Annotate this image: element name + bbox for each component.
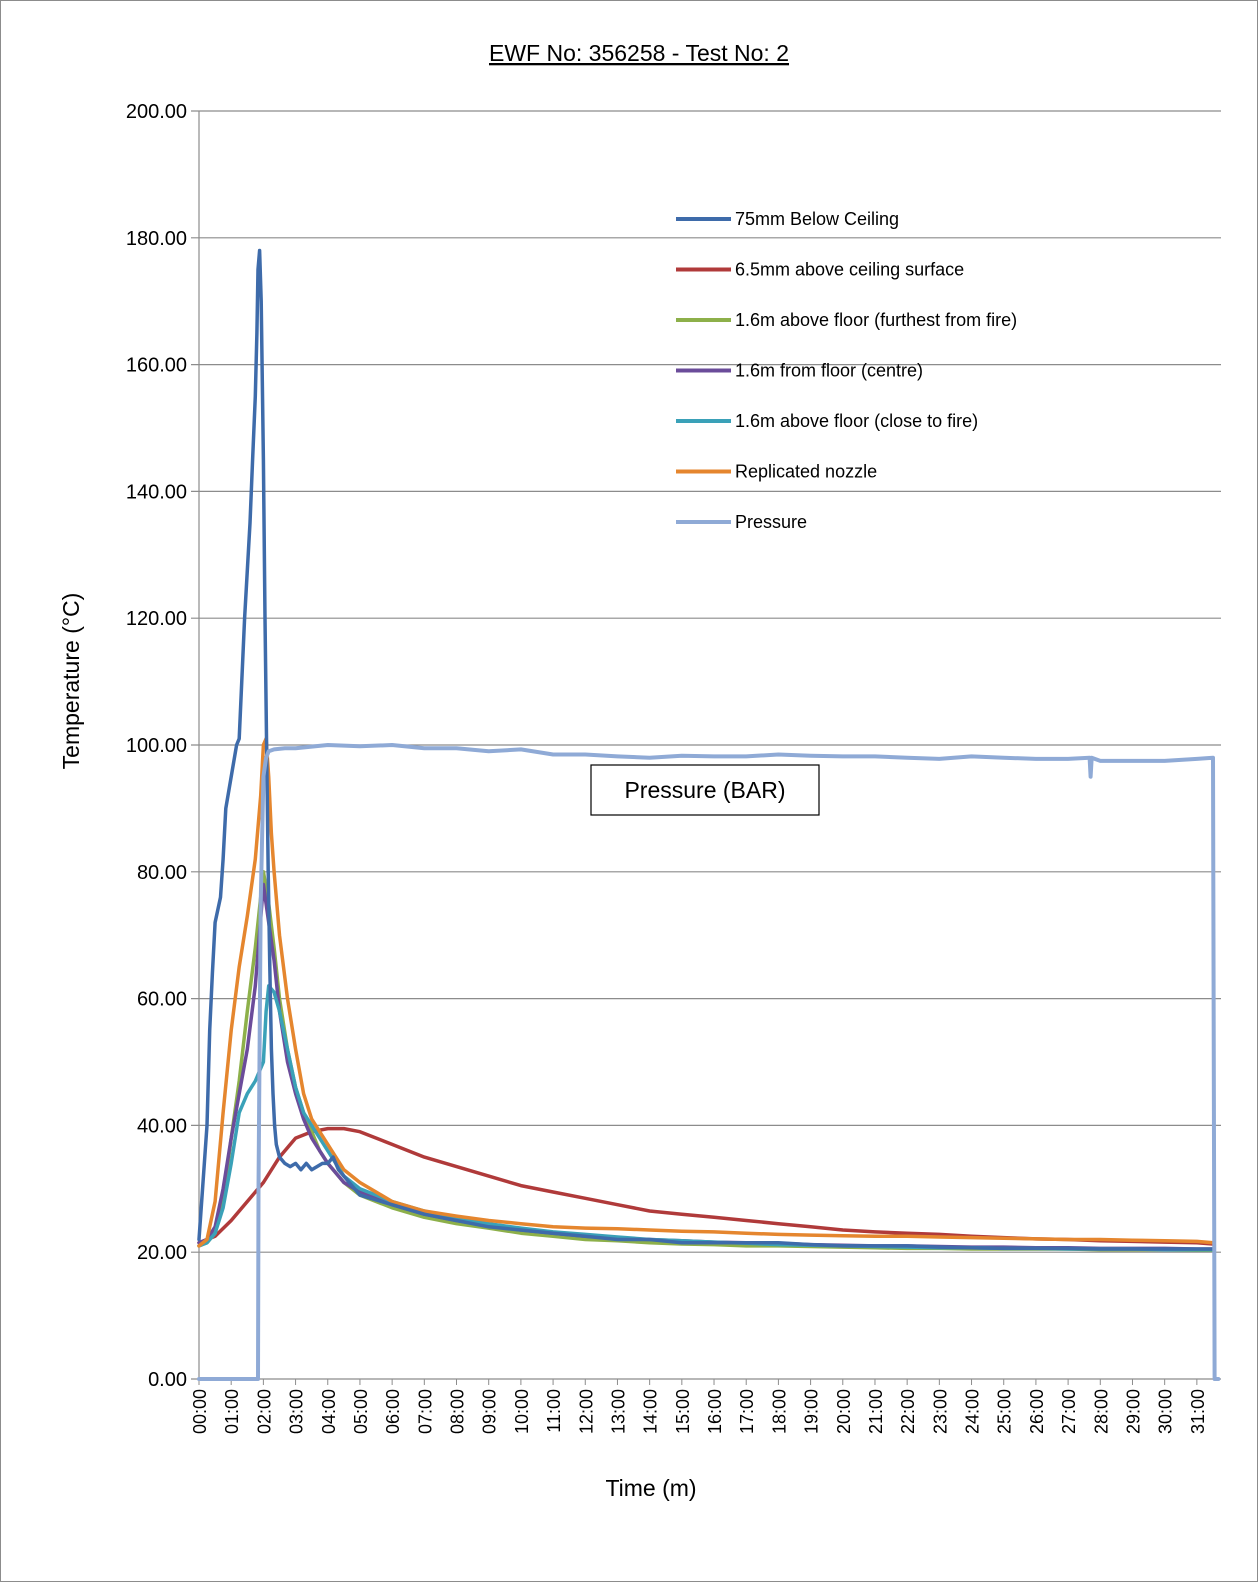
x-tick-label: 09:00 [480,1389,500,1434]
y-axis-label: Temperature (°C) [58,593,84,770]
x-tick-label: 20:00 [834,1389,854,1434]
x-tick-label: 05:00 [351,1389,371,1434]
x-tick-label: 25:00 [995,1389,1015,1434]
x-tick-label: 12:00 [576,1389,596,1434]
legend: 75mm Below Ceiling 6.5mm above ceiling su… [676,209,1017,532]
x-tick-label: 14:00 [641,1389,661,1434]
legend-label: 75mm Below Ceiling [735,209,899,229]
x-tick-label: 23:00 [930,1389,950,1434]
x-tick-label: 11:00 [544,1389,564,1433]
legend-label: 1.6m above floor (furthest from fire) [735,310,1017,330]
x-tick-label: 21:00 [866,1389,886,1434]
annotation-text: Pressure (BAR) [624,777,785,803]
x-tick-label: 28:00 [1091,1389,1111,1434]
y-tick-label: 140.00 [126,481,187,503]
x-tick-label: 22:00 [898,1389,918,1434]
y-tick-labels: 0.00 20.00 40.00 60.00 80.00 100.00 120.00 140.… [126,101,187,1391]
x-tick-label: 29:00 [1123,1389,1143,1434]
legend-label: 1.6m from floor (centre) [735,361,923,381]
x-tick-label: 17:00 [737,1389,757,1434]
x-tick-label: 26:00 [1027,1389,1047,1434]
y-tick-label: 120.00 [126,608,187,630]
x-tick-label: 00:00 [190,1389,210,1434]
y-tick-label: 100.00 [126,735,187,757]
chart-title: EWF No: 356258 - Test No: 2 [489,40,789,66]
x-tick-label: 04:00 [319,1389,339,1434]
x-tick-label: 27:00 [1059,1389,1079,1434]
y-tick-label: 80.00 [137,862,187,884]
series-line-replicated-nozzle [197,736,1215,1248]
legend-label: 1.6m above floor (close to fire) [735,411,978,431]
y-tick-label: 200.00 [126,101,187,123]
x-tick-label: 24:00 [963,1389,983,1434]
y-tick-label: 40.00 [137,1115,187,1137]
x-axis-label: Time (m) [605,1475,696,1501]
x-tick-label: 19:00 [802,1389,822,1434]
x-tick-label: 03:00 [287,1389,307,1434]
y-tick-label: 180.00 [126,228,187,250]
x-tick-label: 13:00 [608,1389,628,1434]
x-tick-label: 08:00 [448,1389,468,1434]
axes [198,111,1198,1385]
x-tick-label: 30:00 [1156,1389,1176,1434]
legend-label: 6.5mm above ceiling surface [735,260,964,280]
x-tick-label: 31:00 [1188,1389,1208,1434]
data-series [197,248,1221,1381]
series-line-1-6m-from-floor-centre [197,882,1215,1251]
x-tick-label: 06:00 [383,1389,403,1434]
y-tick-label: 20.00 [137,1242,187,1264]
y-tick-label: 60.00 [137,989,187,1011]
annotation-border [590,764,820,816]
series-line-1-6m-above-floor-close-to-fire [197,984,1215,1252]
series-line-75mm-below-ceiling [197,248,1215,1251]
legend-label: Pressure [735,512,807,532]
x-tick-label: 07:00 [415,1389,435,1434]
x-tick-label: 01:00 [222,1389,242,1434]
y-tick-label: 160.00 [126,355,187,377]
series-line-1-6m-above-floor-furthest-from-fire [197,870,1215,1253]
annotation-box: Pressure (BAR) [590,764,820,816]
x-tick-label: 02:00 [254,1389,274,1434]
x-tick-label: 15:00 [673,1389,693,1434]
legend-label: Replicated nozzle [735,462,877,482]
x-tick-label: 10:00 [512,1389,532,1434]
y-tick-label: 0.00 [148,1369,187,1391]
x-tick-label: 18:00 [769,1389,789,1434]
x-tick-labels: 00:00 01:00 02:00 03:00 04:00 05:00 06:00 07:00… [190,1389,1208,1434]
x-tick-label: 16:00 [705,1389,725,1434]
series-line-pressure [197,743,1221,1381]
